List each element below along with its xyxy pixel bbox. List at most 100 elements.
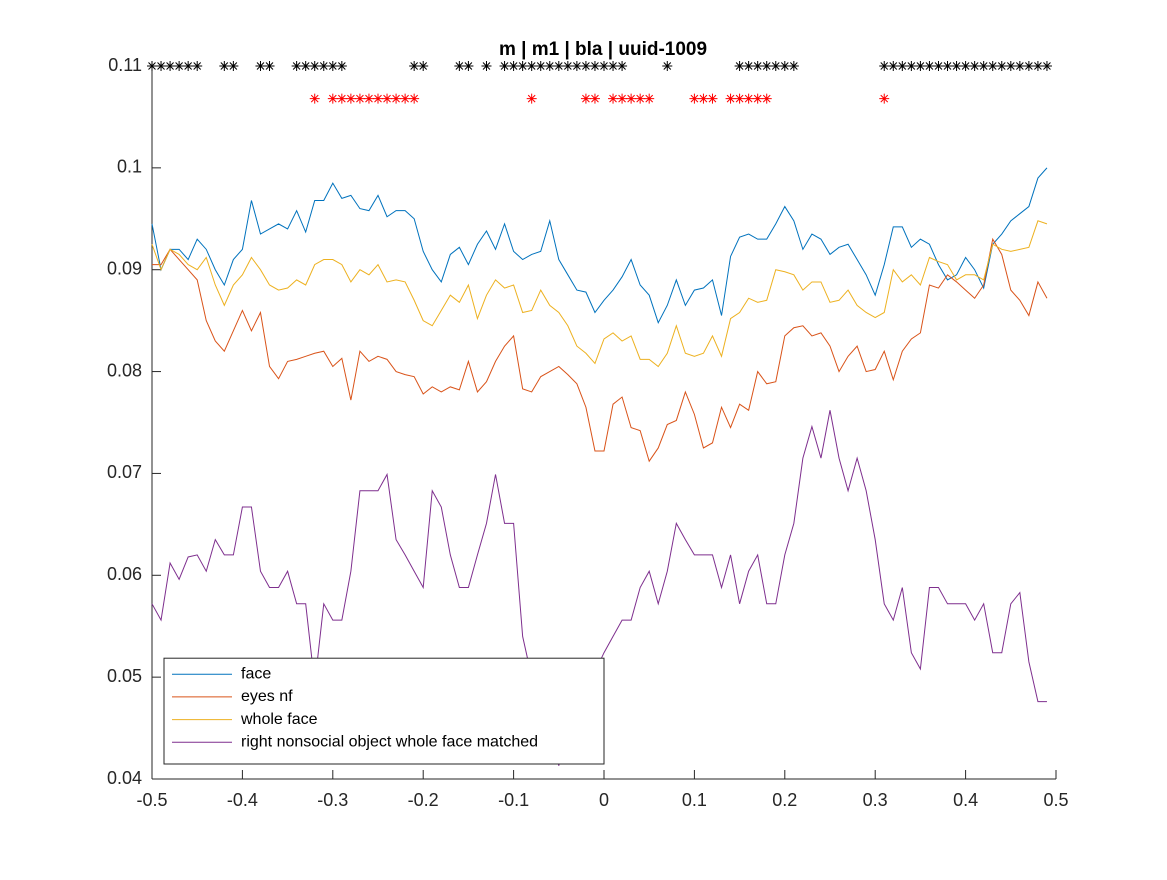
sig-marker — [354, 93, 365, 104]
sig-marker — [517, 61, 528, 71]
sig-marker — [571, 61, 582, 71]
sig-marker — [291, 61, 302, 71]
sig-marker — [156, 61, 167, 71]
sig-marker — [481, 61, 492, 71]
sig-marker — [409, 61, 420, 71]
sig-marker — [698, 93, 709, 104]
sig-marker — [662, 61, 673, 71]
sig-marker — [879, 61, 890, 71]
sig-marker — [418, 61, 429, 71]
sig-marker — [318, 61, 329, 71]
x-tick-label: 0.3 — [863, 790, 888, 810]
sig-marker — [617, 61, 628, 71]
sig-marker — [924, 61, 935, 71]
sig-marker — [228, 61, 239, 71]
sig-marker — [734, 93, 745, 104]
x-tick-label: 0.2 — [772, 790, 797, 810]
x-tick-label: -0.3 — [317, 790, 348, 810]
sig-marker — [743, 61, 754, 71]
legend-label: eyes nf — [241, 688, 293, 705]
sig-marker — [1014, 61, 1025, 71]
y-tick-label: 0.07 — [107, 462, 142, 482]
sig-marker — [526, 93, 537, 104]
sig-marker — [309, 61, 320, 71]
x-tick-label: -0.2 — [408, 790, 439, 810]
sig-marker — [526, 61, 537, 71]
sig-marker — [147, 61, 157, 71]
sig-marker — [906, 61, 917, 71]
legend-label: face — [241, 665, 271, 682]
sig-marker — [300, 61, 311, 71]
sig-marker — [960, 61, 971, 71]
sig-marker — [183, 61, 194, 71]
sig-marker — [400, 93, 411, 104]
sig-marker — [644, 93, 655, 104]
sig-marker — [761, 61, 772, 71]
sig-marker — [626, 93, 637, 104]
x-tick-label: 0 — [599, 790, 609, 810]
legend-label: whole face — [240, 711, 318, 728]
sig-marker — [562, 61, 573, 71]
sig-marker — [915, 61, 926, 71]
sig-marker — [987, 61, 998, 71]
legend-label: right nonsocial object whole face matche… — [241, 734, 538, 751]
sig-marker — [382, 93, 393, 104]
sig-marker — [788, 61, 799, 71]
y-tick-label: 0.05 — [107, 666, 142, 686]
y-tick-label: 0.08 — [107, 360, 142, 380]
sig-marker — [409, 93, 420, 104]
sig-marker — [1041, 61, 1052, 71]
legend: face eyes nf whole face right nonsocial obj… — [163, 657, 605, 765]
sig-marker — [219, 61, 230, 71]
sig-marker — [192, 61, 203, 71]
line — [151, 167, 1048, 324]
sig-marker — [373, 93, 383, 104]
x-tick-label: -0.4 — [227, 790, 258, 810]
sig-marker — [336, 93, 347, 104]
y-tick-label: 0.06 — [107, 564, 142, 584]
sig-marker — [743, 93, 754, 104]
sig-marker — [942, 61, 953, 71]
sig-marker — [752, 61, 763, 71]
sig-marker — [544, 61, 555, 71]
sig-marker — [608, 93, 619, 104]
sig-marker — [608, 61, 619, 71]
sig-marker — [309, 93, 320, 104]
sig-marker — [933, 61, 944, 71]
sig-marker — [770, 61, 781, 71]
sig-marker — [336, 61, 347, 71]
sig-marker — [345, 93, 356, 104]
sig-marker — [264, 61, 275, 71]
sig-marker — [589, 61, 600, 71]
sig-marker — [897, 61, 908, 71]
y-tick-label: 0.04 — [107, 768, 142, 788]
sig-marker — [761, 93, 772, 104]
sig-marker — [580, 93, 591, 104]
sig-marker — [635, 93, 646, 104]
sig-marker — [617, 93, 628, 104]
y-tick-label: 0.11 — [108, 55, 142, 75]
sig-marker — [363, 93, 374, 104]
x-tick-label: 0.1 — [682, 790, 707, 810]
sig-marker — [499, 61, 510, 71]
y-tick-label: 0.09 — [107, 258, 142, 278]
x-tick-label: 0.5 — [1043, 790, 1068, 810]
line — [152, 237, 1048, 463]
y-tick-label: 0.1 — [117, 157, 142, 177]
chart-title: m | m1 | bla | uuid-1009 — [499, 39, 707, 60]
sig-marker — [1005, 61, 1016, 71]
x-tick-label: -0.5 — [136, 790, 167, 810]
sig-marker — [879, 93, 890, 104]
sig-marker — [553, 61, 564, 71]
sig-marker — [165, 61, 176, 71]
sig-marker — [535, 61, 546, 71]
sig-marker — [752, 93, 763, 104]
sig-marker — [1023, 61, 1034, 71]
sig-marker — [599, 61, 609, 71]
sig-marker — [391, 93, 402, 104]
x-tick-label: 0.4 — [953, 790, 978, 810]
sig-marker — [463, 61, 474, 71]
sig-marker — [454, 61, 465, 71]
